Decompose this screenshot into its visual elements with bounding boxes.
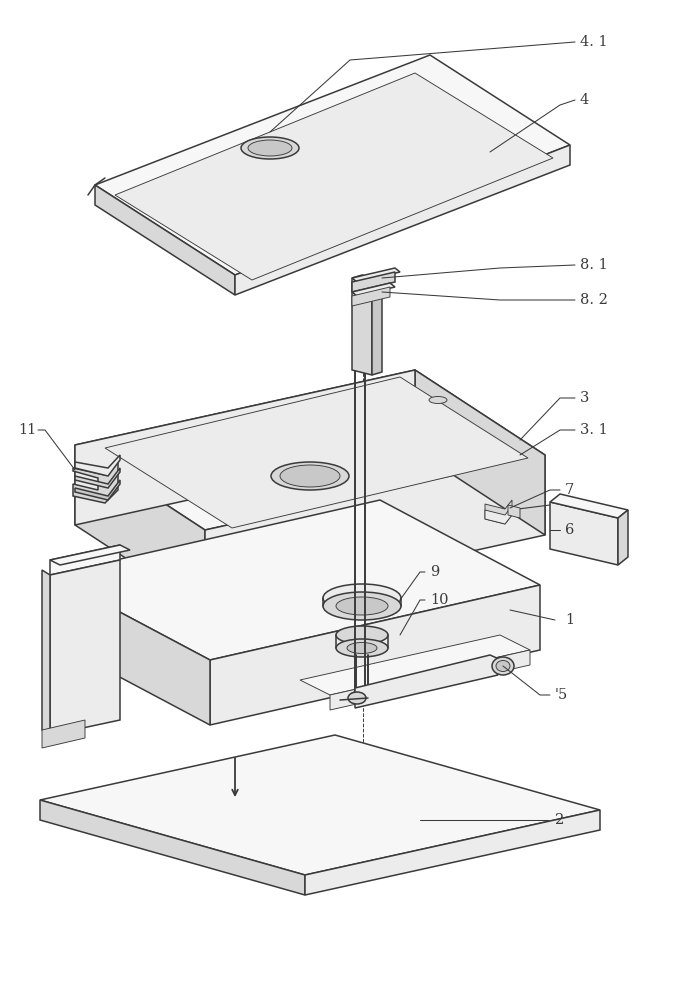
Polygon shape <box>42 720 85 748</box>
Polygon shape <box>50 545 130 565</box>
Polygon shape <box>550 494 628 518</box>
Ellipse shape <box>492 657 514 675</box>
Ellipse shape <box>323 584 401 612</box>
Ellipse shape <box>348 692 366 704</box>
Polygon shape <box>300 635 530 695</box>
Text: 6: 6 <box>565 523 574 537</box>
Polygon shape <box>485 500 512 524</box>
Ellipse shape <box>496 660 510 672</box>
Polygon shape <box>352 275 382 283</box>
Text: 4: 4 <box>580 93 589 107</box>
Text: 8. 2: 8. 2 <box>580 293 608 307</box>
Polygon shape <box>372 280 382 375</box>
Polygon shape <box>210 585 540 725</box>
Ellipse shape <box>429 396 447 403</box>
Ellipse shape <box>280 465 340 487</box>
Polygon shape <box>75 468 120 488</box>
Polygon shape <box>75 480 120 500</box>
Polygon shape <box>105 377 528 528</box>
Text: 8. 1: 8. 1 <box>580 258 608 272</box>
Polygon shape <box>235 145 570 295</box>
Polygon shape <box>485 506 512 524</box>
Polygon shape <box>415 370 545 535</box>
Polygon shape <box>352 283 395 296</box>
Text: '5: '5 <box>555 688 568 702</box>
Polygon shape <box>352 272 395 292</box>
Polygon shape <box>50 545 120 575</box>
Ellipse shape <box>248 140 292 156</box>
Text: 3. 1: 3. 1 <box>580 423 608 437</box>
Ellipse shape <box>336 626 388 644</box>
Polygon shape <box>75 370 415 525</box>
Polygon shape <box>330 650 530 710</box>
Polygon shape <box>205 455 545 610</box>
Polygon shape <box>618 510 628 565</box>
Polygon shape <box>115 73 553 280</box>
Polygon shape <box>352 278 372 375</box>
Polygon shape <box>305 810 600 895</box>
Ellipse shape <box>241 137 299 159</box>
Polygon shape <box>75 445 205 610</box>
Text: 7: 7 <box>565 483 574 497</box>
Polygon shape <box>508 505 520 518</box>
Polygon shape <box>95 55 570 275</box>
Ellipse shape <box>351 691 373 699</box>
Ellipse shape <box>347 643 377 654</box>
Polygon shape <box>352 287 390 306</box>
Polygon shape <box>73 462 118 503</box>
Text: 4. 1: 4. 1 <box>580 35 608 49</box>
Text: 9: 9 <box>430 565 439 579</box>
Polygon shape <box>550 502 618 565</box>
Polygon shape <box>75 370 545 530</box>
Text: 3: 3 <box>580 391 589 405</box>
Ellipse shape <box>323 592 401 620</box>
Polygon shape <box>355 655 508 708</box>
Polygon shape <box>75 455 120 476</box>
Polygon shape <box>42 570 50 735</box>
Polygon shape <box>50 560 120 735</box>
Text: 10: 10 <box>430 593 448 607</box>
Ellipse shape <box>336 639 388 657</box>
Polygon shape <box>50 575 210 725</box>
Polygon shape <box>40 800 305 895</box>
Polygon shape <box>352 268 400 282</box>
Ellipse shape <box>271 462 349 490</box>
Text: 1: 1 <box>565 613 574 627</box>
Text: 11: 11 <box>18 423 36 437</box>
Ellipse shape <box>336 597 388 615</box>
Polygon shape <box>40 735 600 875</box>
Polygon shape <box>50 500 540 660</box>
Polygon shape <box>95 185 235 295</box>
Text: 2: 2 <box>555 813 564 827</box>
